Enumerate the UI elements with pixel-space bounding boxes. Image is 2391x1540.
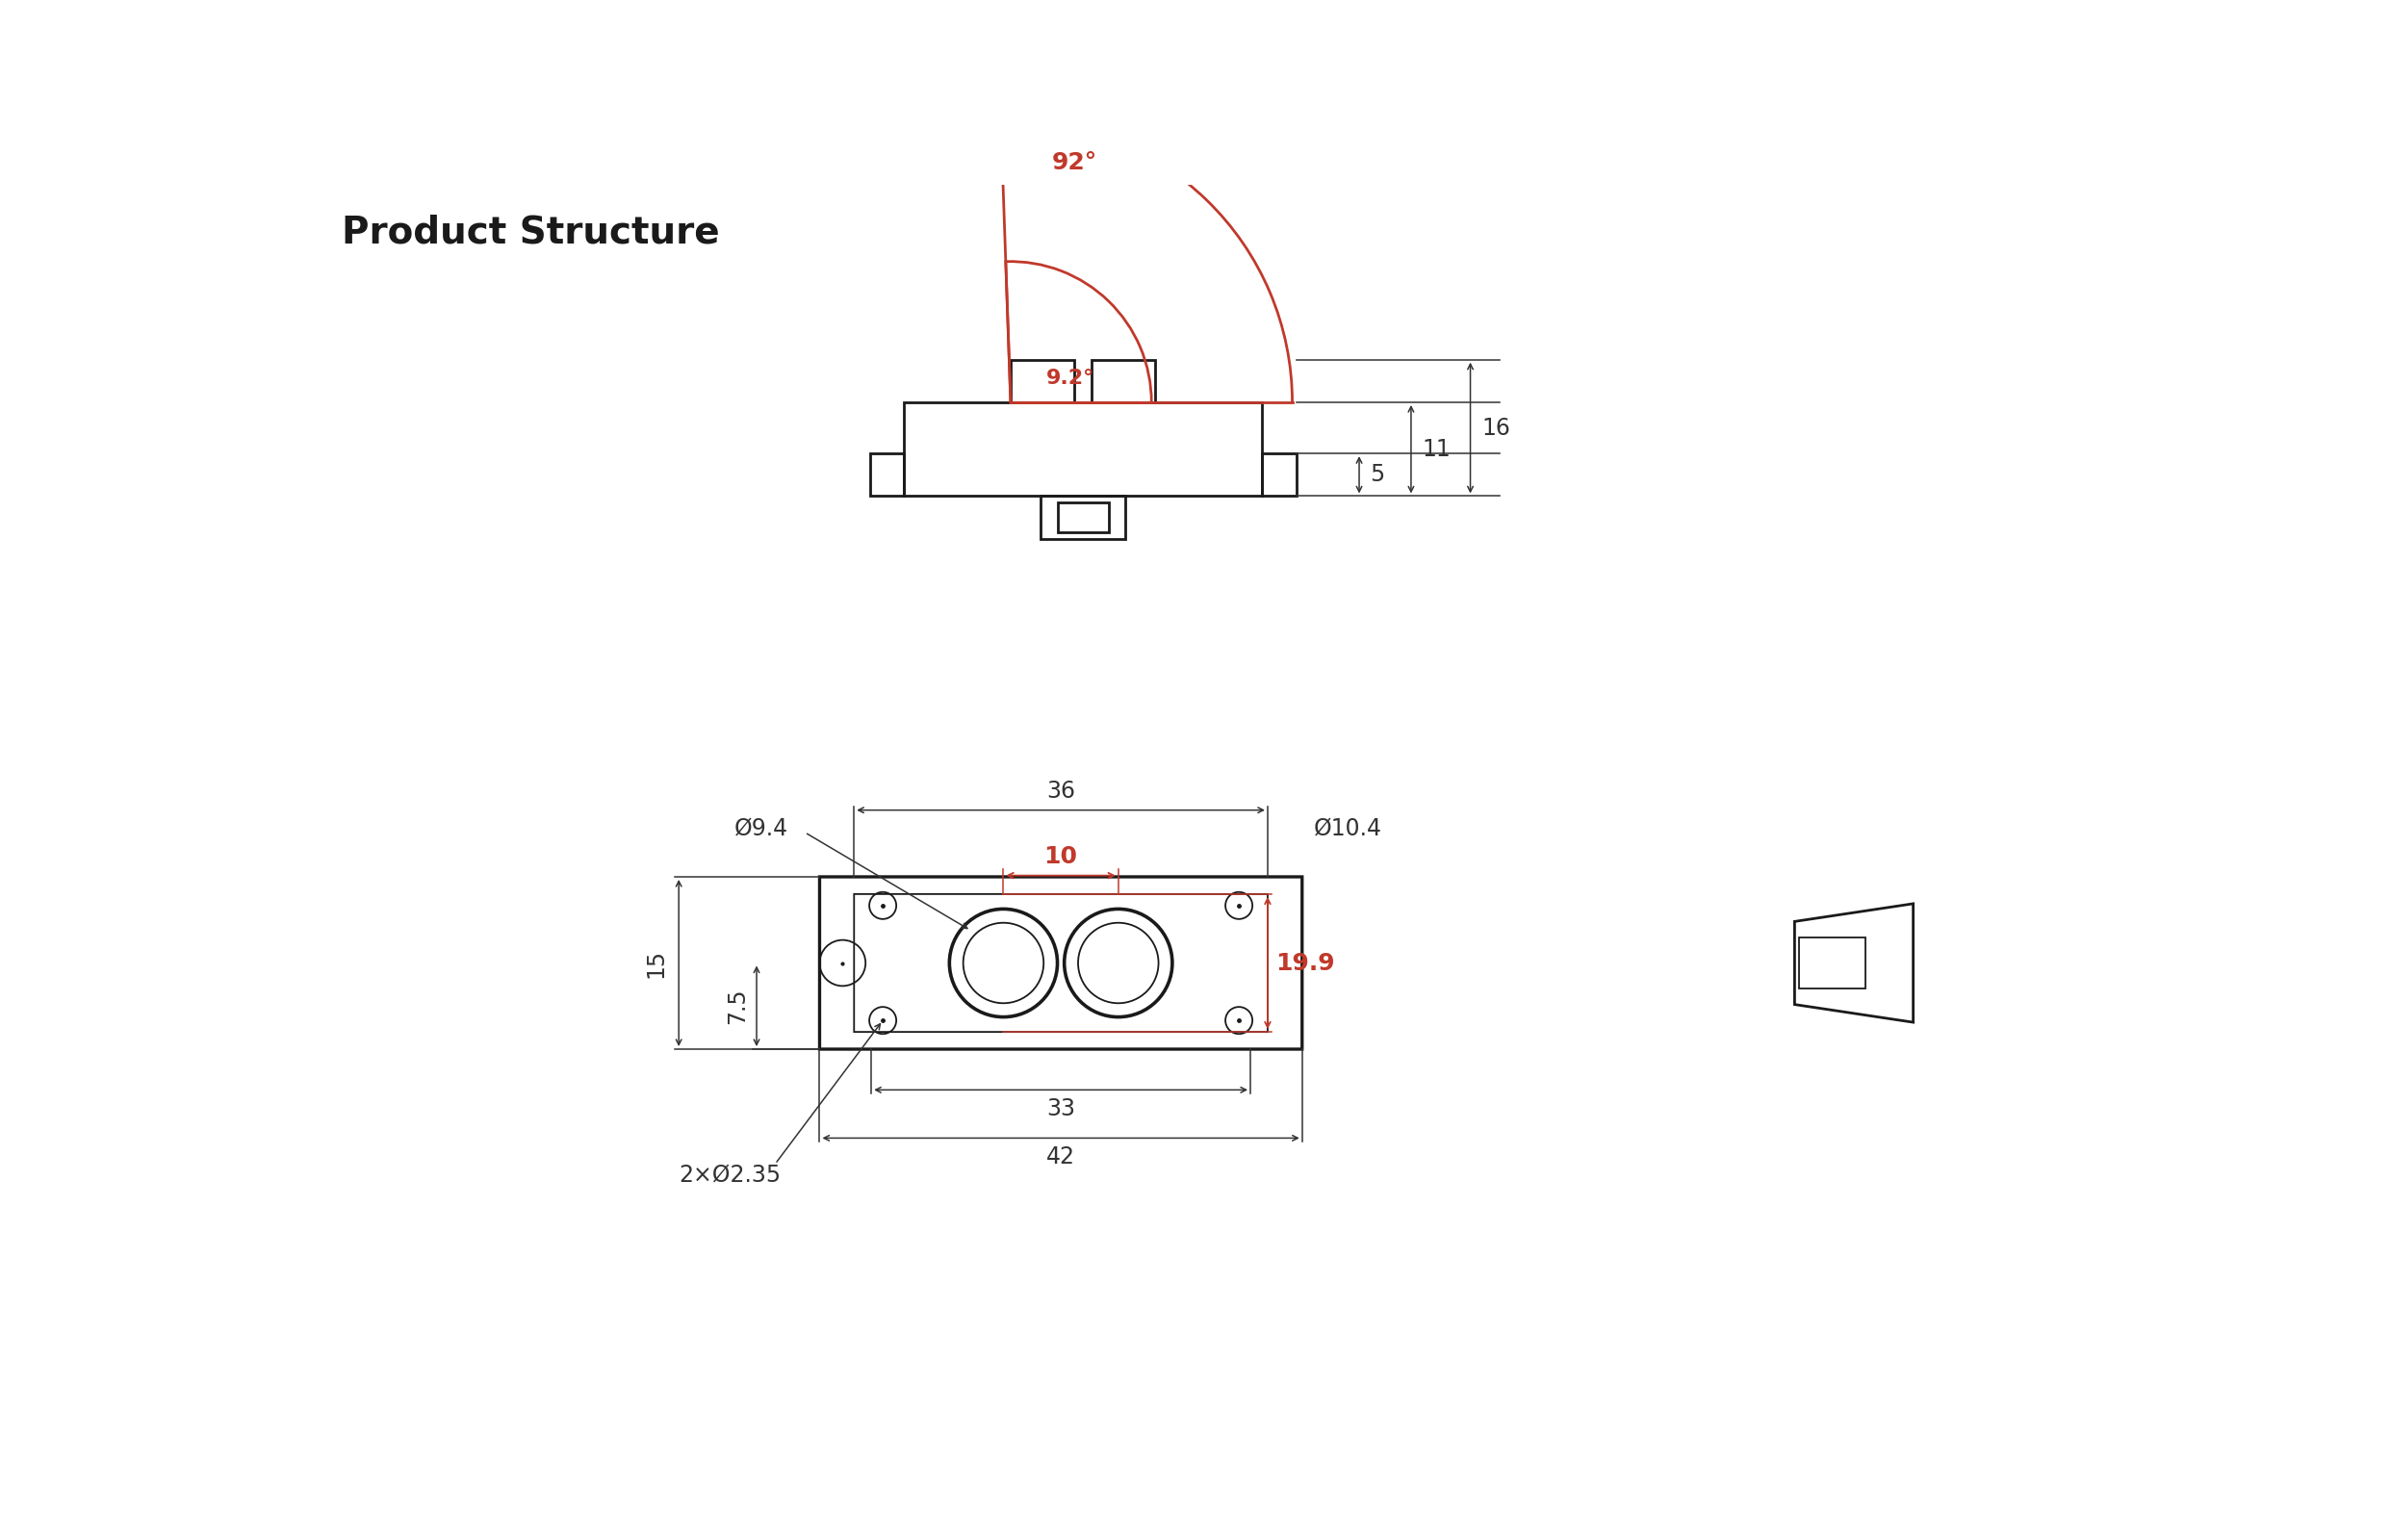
Text: 2×Ø2.35: 2×Ø2.35 [679, 1164, 782, 1187]
Text: Ø10.4: Ø10.4 [1313, 818, 1382, 841]
Text: Product Structure: Product Structure [342, 214, 720, 251]
Text: 7.5: 7.5 [727, 989, 748, 1024]
Text: 33: 33 [1047, 1098, 1076, 1121]
Text: Ø9.4: Ø9.4 [734, 818, 789, 841]
Text: 19.9: 19.9 [1274, 952, 1334, 975]
Text: 16: 16 [1482, 416, 1511, 439]
Text: 11: 11 [1423, 437, 1451, 460]
Text: 9.2°: 9.2° [1045, 370, 1095, 388]
Text: 10: 10 [1045, 845, 1078, 869]
Text: 42: 42 [1047, 1146, 1076, 1169]
Text: 5: 5 [1370, 464, 1384, 487]
Text: 36: 36 [1047, 779, 1076, 802]
Text: 15: 15 [646, 949, 667, 978]
Text: 92°: 92° [1052, 151, 1097, 174]
